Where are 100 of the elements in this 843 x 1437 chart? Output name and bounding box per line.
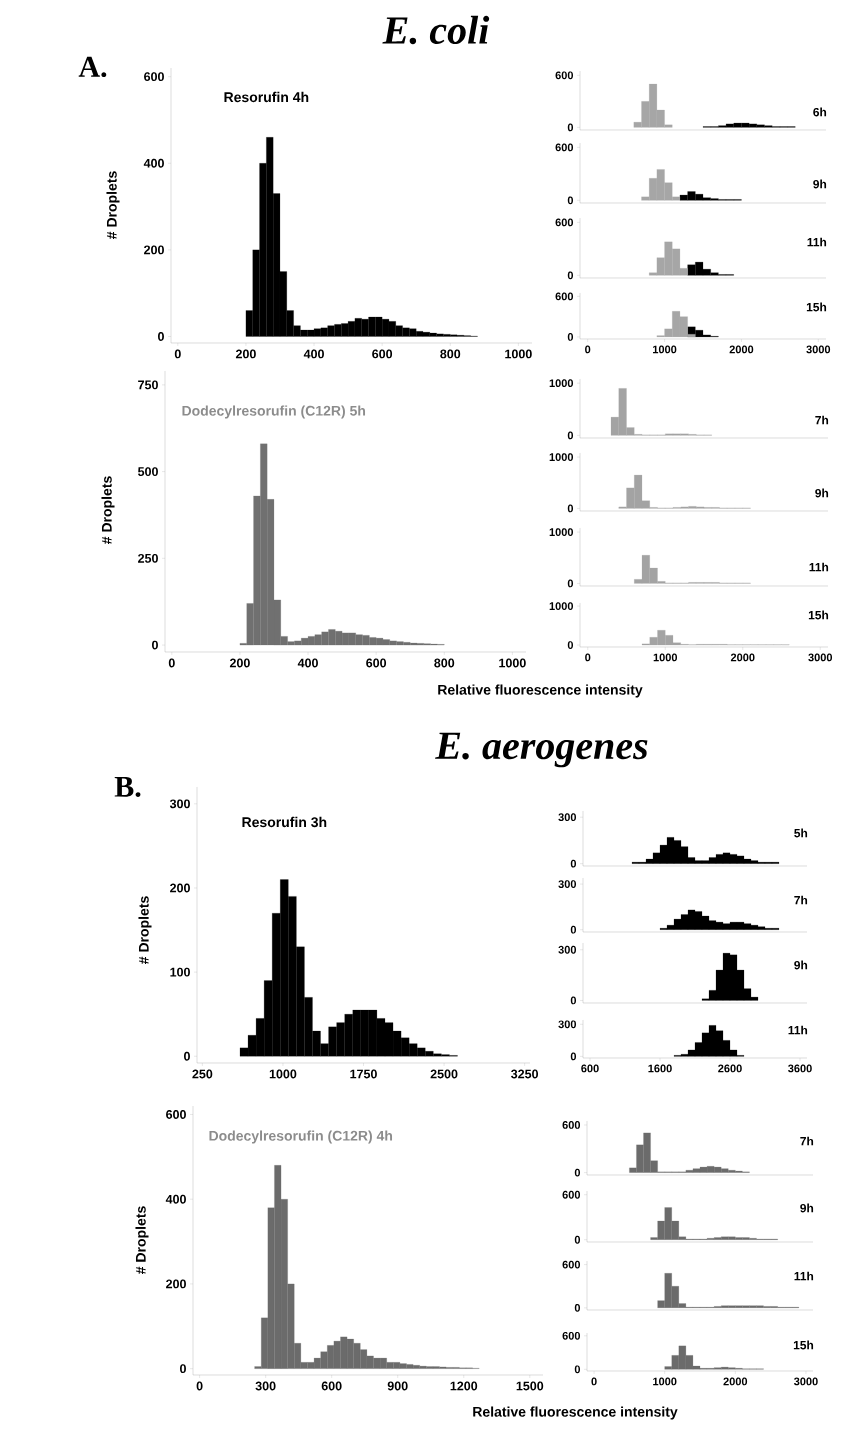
- x-tick-label: 1000: [653, 1377, 677, 1386]
- chart-title: E. aerogenes: [435, 732, 648, 768]
- y-tick-label: 0: [570, 1052, 577, 1061]
- x-tick-label: 3000: [808, 653, 833, 662]
- text: 9h: [794, 960, 808, 970]
- x-tick-label: 0: [585, 345, 591, 354]
- x-tick-label: 400: [297, 658, 318, 668]
- x-tick-label: 2000: [730, 653, 755, 662]
- annotation: Resorufin 4h: [224, 91, 309, 103]
- y-tick-label: 600: [555, 292, 574, 301]
- text: 11h: [807, 237, 827, 247]
- y-tick-label: 1000: [549, 379, 574, 388]
- text: 7h: [815, 415, 829, 425]
- y-tick-label: 600: [562, 1260, 581, 1269]
- x-tick-label: 1000: [505, 349, 532, 359]
- x-axis-title: Relative fluorescence intensity: [473, 1406, 678, 1420]
- annotation: Dodecylresorufin (C12R) 4h: [209, 1130, 393, 1144]
- y-tick-label: 0: [184, 1051, 190, 1061]
- x-tick-label: 600: [321, 1381, 342, 1391]
- y-tick-label: 1000: [549, 528, 574, 536]
- x-tick-label: 1000: [653, 653, 678, 662]
- text: 15h: [806, 302, 827, 312]
- y-tick-label: 0: [574, 1235, 581, 1244]
- text: 9h: [815, 488, 829, 498]
- y-tick-label: 200: [144, 245, 164, 255]
- text: B.: [114, 776, 141, 798]
- x-tick-label: 600: [581, 1064, 599, 1073]
- y-axis-title: # Droplets: [138, 896, 152, 964]
- y-axis-title: # Droplets: [106, 171, 120, 239]
- y-tick-label: 600: [555, 71, 574, 80]
- y-tick-label: 300: [558, 880, 577, 888]
- x-tick-label: 1200: [450, 1381, 478, 1391]
- y-tick-label: 0: [567, 431, 574, 440]
- text: 9h: [813, 179, 827, 189]
- text: 7h: [794, 895, 808, 905]
- y-tick-label: 300: [558, 813, 577, 822]
- text: 6h: [813, 107, 827, 117]
- y-tick-label: 0: [567, 196, 574, 205]
- x-tick-label: 2000: [723, 1377, 748, 1386]
- x-tick-label: 3000: [793, 1377, 818, 1386]
- x-tick-label: 3600: [788, 1064, 812, 1073]
- x-tick-label: 3000: [806, 345, 831, 354]
- y-tick-label: 600: [562, 1121, 581, 1129]
- text: 7h: [800, 1136, 814, 1146]
- annotation: Resorufin 3h: [242, 816, 327, 828]
- x-tick-label: 200: [235, 349, 256, 359]
- y-tick-label: 0: [574, 1365, 581, 1374]
- y-tick-label: 0: [152, 640, 158, 650]
- x-tick-label: 0: [585, 653, 591, 662]
- x-tick-label: 2000: [729, 345, 754, 354]
- x-tick-label: 300: [255, 1381, 276, 1391]
- y-tick-label: 1000: [549, 453, 574, 461]
- x-tick-label: 600: [366, 658, 387, 668]
- y-tick-label: 1000: [549, 602, 574, 610]
- y-tick-label: 600: [166, 1110, 186, 1119]
- x-tick-label: 400: [303, 349, 324, 359]
- x-tick-label: 1000: [499, 658, 526, 668]
- chart-title: E. coli: [382, 15, 490, 45]
- text: 11h: [794, 1271, 814, 1281]
- x-tick-label: 3250: [511, 1069, 539, 1079]
- chart-title: 11h: [788, 1025, 808, 1035]
- y-tick-label: 300: [558, 1020, 577, 1029]
- x-tick-label: 600: [372, 349, 393, 359]
- x-tick-label: 1600: [648, 1064, 672, 1073]
- y-tick-label: 250: [138, 553, 158, 563]
- x-tick-label: 1750: [350, 1069, 377, 1079]
- annotation: Dodecylresorufin (C12R) 5h: [182, 405, 366, 419]
- y-axis-title: # Droplets: [101, 476, 115, 544]
- y-axis-title: # Droplets: [135, 1206, 149, 1274]
- y-tick-label: 0: [567, 641, 574, 649]
- x-tick-label: 1000: [653, 345, 677, 354]
- y-tick-label: 300: [558, 945, 577, 954]
- y-tick-label: 400: [143, 158, 164, 168]
- x-tick-label: 1000: [269, 1069, 297, 1079]
- x-tick-label: 800: [434, 658, 455, 668]
- text: 11h: [809, 562, 829, 572]
- y-tick-label: 0: [574, 1303, 581, 1312]
- y-tick-label: 0: [574, 1168, 581, 1177]
- y-tick-label: 300: [169, 799, 190, 809]
- y-tick-label: 100: [170, 967, 190, 977]
- chart-title: 15h: [793, 1340, 814, 1350]
- text: 9h: [800, 1203, 814, 1213]
- y-tick-label: 0: [567, 504, 574, 513]
- y-tick-label: 0: [567, 271, 574, 280]
- y-tick-label: 600: [144, 72, 164, 82]
- x-tick-label: 200: [229, 658, 250, 668]
- x-tick-label: 800: [440, 349, 461, 359]
- y-tick-label: 0: [567, 333, 574, 341]
- y-tick-label: 0: [567, 123, 574, 132]
- y-tick-label: 600: [555, 218, 574, 227]
- y-tick-label: 600: [562, 1190, 581, 1199]
- x-tick-label: 1500: [516, 1381, 544, 1391]
- y-tick-label: 200: [166, 1279, 186, 1289]
- x-tick-label: 0: [591, 1377, 597, 1386]
- x-tick-label: 2600: [718, 1064, 742, 1073]
- x-tick-label: 900: [387, 1381, 408, 1391]
- text: A.: [78, 56, 107, 78]
- y-tick-label: 0: [570, 859, 577, 868]
- x-axis-title: Relative fluorescence intensity: [438, 684, 643, 698]
- y-tick-label: 600: [562, 1331, 581, 1340]
